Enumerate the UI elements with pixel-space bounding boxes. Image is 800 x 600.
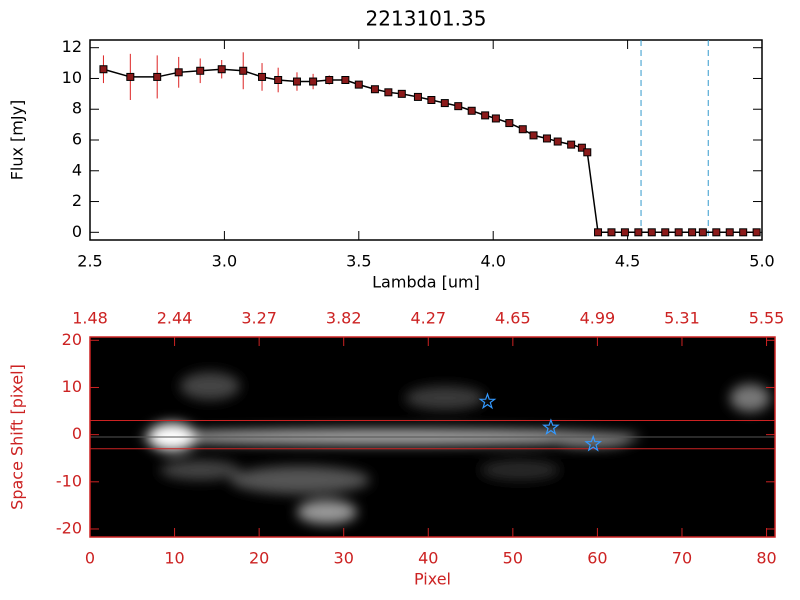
x-tick-label: 40 (418, 549, 438, 568)
y-tick-label: 10 (62, 377, 82, 396)
data-point (481, 111, 490, 120)
y-tick-label: 12 (62, 37, 82, 56)
data-point (174, 68, 183, 77)
data-point (384, 88, 393, 97)
data-point (634, 228, 643, 237)
plot-frame (89, 39, 763, 241)
x-tick-label: 3.0 (212, 252, 237, 271)
x-tick-label: 80 (756, 549, 776, 568)
data-point (577, 143, 586, 152)
y-tick-label: 20 (62, 330, 82, 349)
x-axis-label: Lambda [um] (372, 273, 480, 292)
data-point (309, 77, 318, 86)
data-point (196, 66, 205, 75)
data-point (725, 228, 734, 237)
data-point (413, 92, 422, 101)
data-point (647, 228, 656, 237)
data-point (583, 148, 592, 157)
x-tick-label: 60 (587, 549, 607, 568)
x-tick-label: 3.5 (346, 252, 371, 271)
x-tick-label: 50 (503, 549, 523, 568)
y-tick-label: 8 (72, 99, 82, 118)
data-point (529, 131, 538, 140)
data-point (239, 66, 248, 75)
y-tick-label: 4 (72, 160, 82, 179)
data-point (467, 106, 476, 115)
data-point (341, 76, 350, 84)
chart-title: 2213101.35 (366, 7, 487, 31)
data-point (370, 85, 379, 94)
data-point (491, 114, 500, 123)
y-tick-label: 10 (62, 68, 82, 87)
y-axis-label: Flux [mJy] (8, 100, 27, 181)
data-point (674, 228, 683, 237)
data-point (739, 228, 748, 237)
star-marker (584, 434, 603, 452)
data-point (567, 140, 576, 149)
x-tick-label: 30 (334, 549, 354, 568)
data-point (217, 65, 226, 74)
top-tick-label: 1.48 (72, 309, 108, 328)
data-point (553, 137, 562, 146)
data-point (153, 72, 162, 81)
data-point (594, 228, 603, 237)
top-tick-label: 2.44 (157, 309, 193, 328)
data-point (292, 77, 301, 86)
data-point (505, 119, 514, 128)
data-point (427, 96, 436, 104)
y-axis-label: Space Shift [pixel] (8, 364, 27, 510)
y-tick-label: 2 (72, 191, 82, 210)
top-tick-label: 4.65 (495, 309, 531, 328)
y-tick-label: -10 (56, 471, 82, 490)
x-tick-label: 4.0 (480, 252, 505, 271)
data-point (274, 76, 283, 84)
data-point (620, 228, 629, 237)
data-point (542, 134, 551, 143)
data-point (354, 80, 363, 89)
top-tick-label: 4.99 (580, 309, 616, 328)
data-point (752, 228, 761, 237)
data-point (397, 89, 406, 98)
data-point (712, 228, 721, 237)
y-tick-label: -20 (56, 518, 82, 537)
x-tick-label: 2.5 (77, 252, 102, 271)
x-tick-label: 5.0 (749, 252, 774, 271)
x-axis-label: Pixel (414, 570, 451, 589)
data-point (126, 72, 135, 81)
x-tick-label: 20 (249, 549, 269, 568)
data-point (518, 125, 527, 134)
data-point (607, 228, 616, 237)
y-tick-label: 0 (72, 222, 82, 241)
data-point (688, 228, 697, 237)
plot-frame (89, 336, 776, 538)
x-tick-label: 10 (164, 549, 184, 568)
data-point (661, 228, 670, 237)
top-tick-label: 3.27 (241, 309, 277, 328)
data-point (454, 102, 463, 111)
y-tick-label: 0 (72, 424, 82, 443)
x-tick-label: 0 (85, 549, 95, 568)
data-point (258, 72, 267, 81)
spectrum-image (90, 337, 775, 537)
data-point (99, 65, 108, 74)
y-tick-label: 6 (72, 130, 82, 149)
star-marker (542, 418, 560, 436)
x-tick-label: 4.5 (615, 252, 640, 271)
top-tick-label: 5.55 (749, 309, 785, 328)
data-point (440, 99, 449, 108)
data-point (698, 228, 707, 237)
top-tick-label: 4.27 (410, 309, 446, 328)
star-marker (478, 392, 497, 410)
x-tick-label: 70 (672, 549, 692, 568)
top-tick-label: 3.82 (326, 309, 362, 328)
data-point (325, 76, 334, 84)
top-tick-label: 5.31 (664, 309, 700, 328)
flux-line (103, 68, 757, 234)
